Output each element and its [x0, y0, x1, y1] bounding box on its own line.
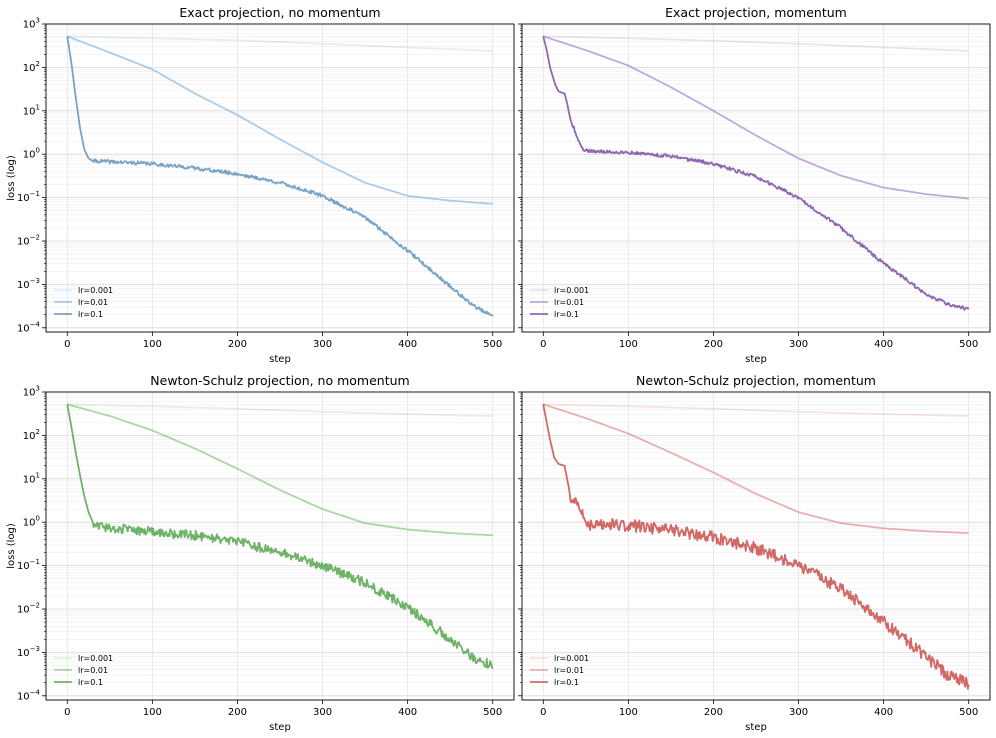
- x-tick-label: 0: [540, 339, 546, 350]
- legend-label: lr=0.01: [554, 298, 584, 307]
- axes-frame: [45, 391, 515, 701]
- legend: lr=0.001 lr=0.01 lr=0.1: [530, 286, 589, 319]
- panel-title: Newton-Schulz projection, momentum: [636, 373, 876, 388]
- x-tick-label: 0: [64, 339, 70, 350]
- grid: [522, 24, 990, 332]
- series-line-lr=0.1: [66, 36, 494, 317]
- series-line-lr=0.01: [542, 403, 969, 535]
- legend: lr=0.001 lr=0.01 lr=0.1: [54, 654, 113, 687]
- legend-label: lr=0.001: [78, 286, 113, 295]
- legend: lr=0.001 lr=0.01 lr=0.1: [530, 654, 589, 687]
- y-tick-label: 102: [23, 60, 40, 74]
- y-tick-label: 102: [23, 428, 40, 442]
- y-tick-label: 100: [23, 147, 40, 161]
- x-tick-label: 0: [64, 707, 70, 718]
- x-tick-label: 300: [789, 339, 808, 350]
- x-tick-label: 500: [959, 707, 978, 718]
- y-tick-label: 10−2: [17, 233, 40, 247]
- x-tick-label: 400: [398, 339, 417, 350]
- legend-label: lr=0.1: [554, 678, 579, 687]
- y-tick-label: 100: [23, 515, 40, 529]
- legend-label: lr=0.01: [554, 666, 584, 675]
- axes-frame: [45, 23, 515, 333]
- x-tick-label: 400: [398, 707, 417, 718]
- x-tick-label: 100: [619, 339, 638, 350]
- series-line-lr=0.01: [542, 35, 969, 200]
- panel-exact-no-momentum: Exact projection, no momentum step loss …: [6, 5, 515, 365]
- x-axis-label: step: [745, 722, 767, 733]
- series-line-lr=0.001: [543, 403, 969, 417]
- panel-title: Exact projection, momentum: [665, 5, 847, 20]
- x-tick-label: 200: [704, 707, 723, 718]
- y-tick-label: 101: [23, 471, 40, 485]
- legend: lr=0.001 lr=0.01 lr=0.1: [54, 286, 113, 319]
- x-axis-label: step: [745, 354, 767, 365]
- grid: [46, 392, 514, 700]
- y-tick-label: 10−1: [17, 190, 40, 204]
- y-tick-label: 10−1: [17, 558, 40, 572]
- y-axis-label: loss (log): [6, 523, 17, 569]
- series-line-lr=0.001: [67, 403, 493, 417]
- x-tick-label: 500: [959, 339, 978, 350]
- series-line-lr=0.01: [67, 403, 493, 537]
- legend-label: lr=0.1: [554, 310, 579, 319]
- legend-label: lr=0.1: [78, 678, 103, 687]
- panel-exact-momentum: Exact projection, momentum step 0 100 200 3…: [518, 5, 991, 365]
- axes-frame: [521, 391, 991, 701]
- x-tick-label: 100: [143, 339, 162, 350]
- x-tick-label: 500: [483, 339, 502, 350]
- y-tick-label: 10−2: [17, 601, 40, 615]
- series-line-lr=0.1: [542, 404, 970, 690]
- legend-label: lr=0.1: [78, 310, 103, 319]
- x-axis-label: step: [269, 722, 291, 733]
- x-tick-label: 100: [619, 707, 638, 718]
- panel-newton-schulz-no-momentum: Newton-Schulz projection, no momentum st…: [6, 373, 515, 733]
- x-tick-label: 300: [313, 339, 332, 350]
- series-line-lr=0.1: [66, 404, 494, 670]
- x-tick-label: 300: [789, 707, 808, 718]
- series-line-lr=0.001: [543, 35, 969, 52]
- x-tick-label: 200: [228, 339, 247, 350]
- x-tick-label: 0: [540, 707, 546, 718]
- x-tick-label: 200: [228, 707, 247, 718]
- y-tick-label: 10−3: [17, 277, 40, 291]
- panel-newton-schulz-momentum: Newton-Schulz projection, momentum step …: [518, 373, 991, 733]
- x-tick-label: 200: [704, 339, 723, 350]
- panel-title: Newton-Schulz projection, no momentum: [150, 373, 409, 388]
- x-tick-label: 100: [143, 707, 162, 718]
- x-tick-label: 400: [874, 339, 893, 350]
- y-axis-label: loss (log): [6, 155, 17, 201]
- legend-label: lr=0.01: [78, 298, 108, 307]
- x-tick-label: 300: [313, 707, 332, 718]
- legend-label: lr=0.01: [78, 666, 108, 675]
- y-tick-label: 10−4: [17, 320, 41, 334]
- y-tick-label: 10−3: [17, 645, 40, 659]
- grid: [46, 24, 514, 332]
- y-tick-label: 101: [23, 103, 40, 117]
- x-tick-label: 500: [483, 707, 502, 718]
- panel-title: Exact projection, no momentum: [179, 5, 380, 20]
- x-axis-label: step: [269, 354, 291, 365]
- legend-label: lr=0.001: [554, 654, 589, 663]
- legend-label: lr=0.001: [78, 654, 113, 663]
- axes-frame: [521, 23, 991, 333]
- series-line-lr=0.01: [66, 35, 493, 205]
- x-tick-label: 400: [874, 707, 893, 718]
- y-tick-label: 10−4: [17, 688, 41, 702]
- y-tick-label: 103: [23, 385, 40, 399]
- series-line-lr=0.001: [67, 35, 493, 52]
- legend-label: lr=0.001: [554, 286, 589, 295]
- series-line-lr=0.1: [542, 36, 970, 311]
- y-tick-label: 103: [23, 17, 40, 31]
